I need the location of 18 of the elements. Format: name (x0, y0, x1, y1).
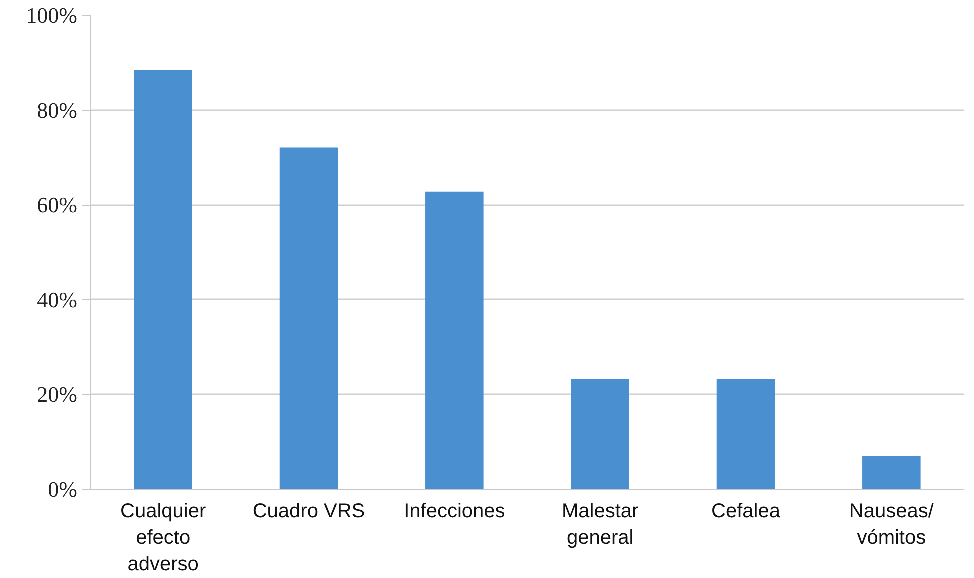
bar (716, 379, 776, 490)
bar (571, 379, 630, 490)
y-tick-label: 40% (37, 287, 78, 312)
x-tick-label: Cuadro VRS (252, 500, 366, 522)
bar (426, 192, 484, 490)
y-tick-label: 20% (37, 382, 78, 408)
x-tick-label: Cualquier efecto adverso (120, 500, 206, 576)
x-tick-label: Nauseas/ vómitos (849, 500, 934, 549)
y-tick-label: 100% (26, 3, 78, 28)
bar (280, 148, 338, 490)
x-tick-label: Cefalea (712, 500, 782, 522)
y-tick-label: 60% (37, 192, 78, 218)
x-tick-label: Malestar general (562, 500, 640, 549)
y-tick-label: 0% (48, 477, 78, 502)
bar (134, 70, 192, 490)
y-tick-label: 80% (37, 98, 78, 123)
bar (862, 456, 921, 490)
x-tick-label: Infecciones (404, 500, 506, 522)
